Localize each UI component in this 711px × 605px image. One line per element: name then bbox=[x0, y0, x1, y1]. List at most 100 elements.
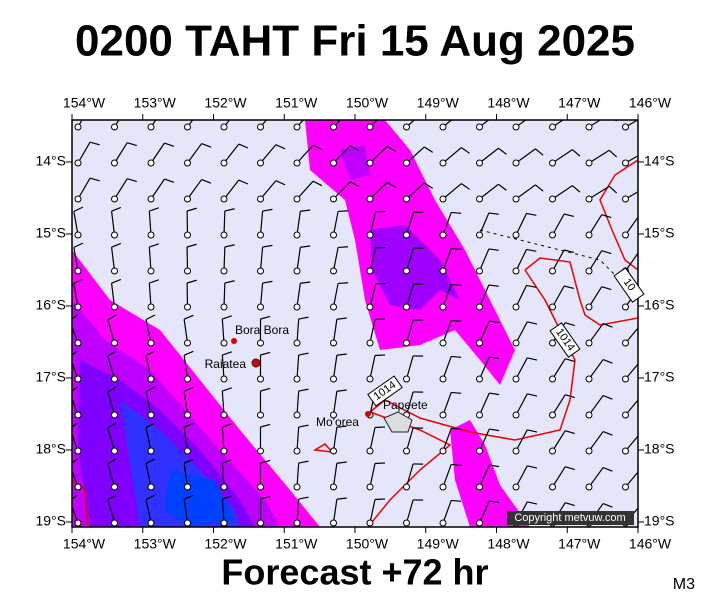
barb-station bbox=[331, 232, 337, 238]
barb-station bbox=[112, 232, 118, 238]
barb-staff bbox=[224, 283, 225, 307]
barb-station bbox=[623, 340, 629, 346]
barb-station bbox=[331, 160, 337, 166]
barb-station bbox=[550, 376, 556, 382]
barb-station bbox=[112, 268, 118, 274]
barb-station bbox=[404, 376, 410, 382]
barb-station bbox=[550, 340, 556, 346]
barb-station bbox=[148, 196, 154, 202]
barb-station bbox=[586, 448, 592, 454]
barb-station bbox=[623, 232, 629, 238]
model-label: M3 bbox=[673, 576, 695, 593]
barb-station bbox=[185, 484, 191, 490]
barb-station bbox=[623, 412, 629, 418]
barb-station bbox=[586, 124, 592, 130]
barb-station bbox=[148, 520, 154, 526]
barb-station bbox=[148, 160, 154, 166]
barb-station bbox=[112, 124, 118, 130]
barb-station bbox=[294, 196, 300, 202]
barb-station bbox=[477, 232, 483, 238]
barb-station bbox=[75, 232, 81, 238]
barb-station bbox=[477, 304, 483, 310]
barb-station bbox=[148, 412, 154, 418]
place-name: Bora Bora bbox=[235, 323, 289, 337]
barb-station bbox=[404, 304, 410, 310]
barb-station bbox=[112, 196, 118, 202]
barb-station bbox=[513, 196, 519, 202]
barb-station bbox=[550, 268, 556, 274]
barb-station bbox=[623, 124, 629, 130]
barb-station bbox=[550, 232, 556, 238]
barb-station bbox=[586, 340, 592, 346]
lat-label: 18°S bbox=[644, 441, 675, 457]
barb-station bbox=[367, 160, 373, 166]
lon-label: 153°W bbox=[134, 95, 177, 111]
lat-label: 16°S bbox=[644, 297, 675, 313]
barb-station bbox=[586, 232, 592, 238]
barb-station bbox=[586, 196, 592, 202]
barb-station bbox=[258, 340, 264, 346]
barb-station bbox=[404, 484, 410, 490]
barb-station bbox=[294, 268, 300, 274]
barb-station bbox=[148, 232, 154, 238]
barb-station bbox=[477, 484, 483, 490]
barb-station bbox=[586, 376, 592, 382]
barb-station bbox=[258, 376, 264, 382]
barb-station bbox=[367, 340, 373, 346]
barb-station bbox=[258, 304, 264, 310]
barb-station bbox=[550, 304, 556, 310]
lon-label: 149°W bbox=[417, 95, 460, 111]
barb-station bbox=[185, 232, 191, 238]
lon-label: 150°W bbox=[346, 536, 389, 552]
barb-station bbox=[75, 520, 81, 526]
forecast-label: Forecast +72 hr bbox=[221, 552, 488, 593]
barb-station bbox=[623, 448, 629, 454]
lat-label: 15°S bbox=[35, 225, 66, 241]
barb-station bbox=[513, 376, 519, 382]
barb-station bbox=[258, 520, 264, 526]
barb-station bbox=[148, 304, 154, 310]
barb-station bbox=[112, 412, 118, 418]
barb-station bbox=[294, 340, 300, 346]
barb-station bbox=[477, 124, 483, 130]
barb-station bbox=[586, 304, 592, 310]
lat-label: 17°S bbox=[644, 369, 675, 385]
barb-station bbox=[367, 268, 373, 274]
barb-station bbox=[185, 520, 191, 526]
barb-station bbox=[185, 304, 191, 310]
title: 0200 TAHT Fri 15 Aug 2025 bbox=[75, 17, 635, 66]
barb-station bbox=[331, 196, 337, 202]
lat-label: 16°S bbox=[35, 297, 66, 313]
barb-station bbox=[258, 448, 264, 454]
lon-label: 154°W bbox=[63, 95, 106, 111]
barb-station bbox=[331, 448, 337, 454]
barb-station bbox=[477, 412, 483, 418]
barb-station bbox=[221, 304, 227, 310]
barb-station bbox=[477, 340, 483, 346]
lat-label: 18°S bbox=[35, 441, 66, 457]
barb-station bbox=[221, 520, 227, 526]
barb-station bbox=[513, 232, 519, 238]
barb-station bbox=[440, 160, 446, 166]
lon-label: 146°W bbox=[629, 536, 672, 552]
barb-flag bbox=[338, 247, 348, 248]
barb-station bbox=[440, 232, 446, 238]
barb-station bbox=[294, 124, 300, 130]
barb-station bbox=[586, 268, 592, 274]
barb-station bbox=[75, 268, 81, 274]
barb-station bbox=[294, 520, 300, 526]
barb-staff bbox=[224, 211, 225, 235]
barb-station bbox=[586, 412, 592, 418]
lon-label: 153°W bbox=[134, 536, 177, 552]
lat-label: 14°S bbox=[35, 153, 66, 169]
barb-station bbox=[367, 304, 373, 310]
barb-station bbox=[221, 376, 227, 382]
barb-station bbox=[440, 304, 446, 310]
barb-flag bbox=[375, 499, 385, 500]
barb-station bbox=[112, 160, 118, 166]
lat-label: 17°S bbox=[35, 369, 66, 385]
barb-station bbox=[477, 448, 483, 454]
barb-station bbox=[477, 196, 483, 202]
lat-label: 14°S bbox=[644, 153, 675, 169]
barb-station bbox=[623, 196, 629, 202]
